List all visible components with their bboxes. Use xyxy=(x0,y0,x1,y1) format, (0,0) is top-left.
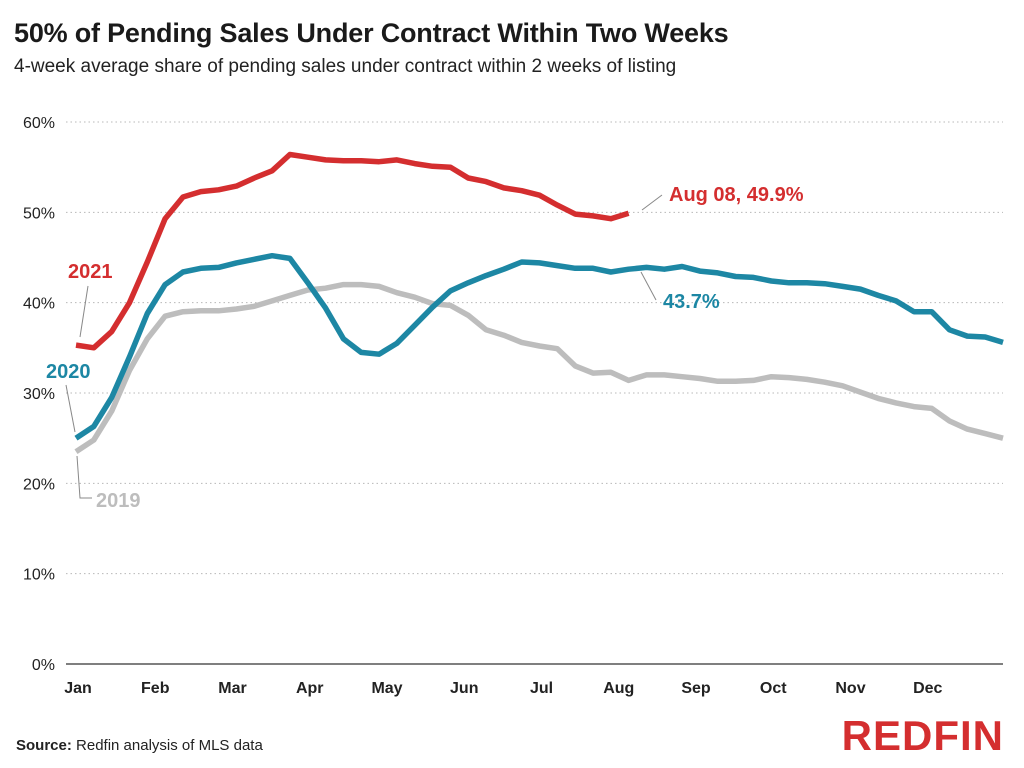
leader-line-2019 xyxy=(76,455,92,499)
y-tick-label: 0% xyxy=(32,657,55,674)
x-tick-label: May xyxy=(371,680,402,697)
chart-title: 50% of Pending Sales Under Contract With… xyxy=(14,18,729,48)
end-leader-2021 xyxy=(641,194,663,211)
y-tick-label: 60% xyxy=(23,115,55,132)
source-text: Redfin analysis of MLS data xyxy=(76,737,263,754)
leader-line-2020 xyxy=(65,384,76,433)
x-tick-label: Dec xyxy=(913,680,942,697)
series-label-2019: 2019 xyxy=(96,490,141,512)
series-line-2020 xyxy=(74,252,1004,441)
y-tick-label: 30% xyxy=(23,386,55,403)
y-tick-label: 50% xyxy=(23,205,55,222)
source-note: Source: Redfin analysis of MLS data xyxy=(16,737,263,754)
series-label-2021: 2021 xyxy=(68,261,113,283)
x-tick-label: Jan xyxy=(64,680,92,697)
x-tick-label: Aug xyxy=(603,680,634,697)
leader-line-2021 xyxy=(79,285,89,338)
x-tick-label: Apr xyxy=(296,680,324,697)
x-tick-label: Sep xyxy=(681,680,711,697)
x-tick-label: Nov xyxy=(835,680,865,697)
x-tick-label: Jul xyxy=(530,680,553,697)
x-tick-label: Mar xyxy=(218,680,246,697)
x-tick-label: Feb xyxy=(141,680,170,697)
chart-subtitle: 4-week average share of pending sales un… xyxy=(14,56,677,77)
grid-layer: 0% 10% 20% 30% 40% 50% 60% Jan Feb Mar Apr May Jun Ju… xyxy=(23,115,1003,697)
redfin-logo: REDFIN xyxy=(841,712,1004,759)
end-leader-2020 xyxy=(640,271,657,301)
series-line-2021 xyxy=(75,151,630,351)
x-tick-label: Oct xyxy=(760,680,787,697)
end-label-2020: 43.7% xyxy=(663,291,720,313)
source-label: Source: xyxy=(16,737,72,754)
y-tick-label: 40% xyxy=(23,296,55,313)
end-label-2021: Aug 08, 49.9% xyxy=(669,184,804,206)
y-tick-label: 10% xyxy=(23,567,55,584)
series-line-2019 xyxy=(74,281,1004,454)
y-tick-label: 20% xyxy=(23,476,55,493)
series-label-2020: 2020 xyxy=(46,361,91,383)
x-tick-label: Jun xyxy=(450,680,478,697)
series-layer xyxy=(74,151,1004,454)
annotation-layer: 2021 2020 2019 Aug 08, 49.9% 43.7% xyxy=(46,184,804,512)
